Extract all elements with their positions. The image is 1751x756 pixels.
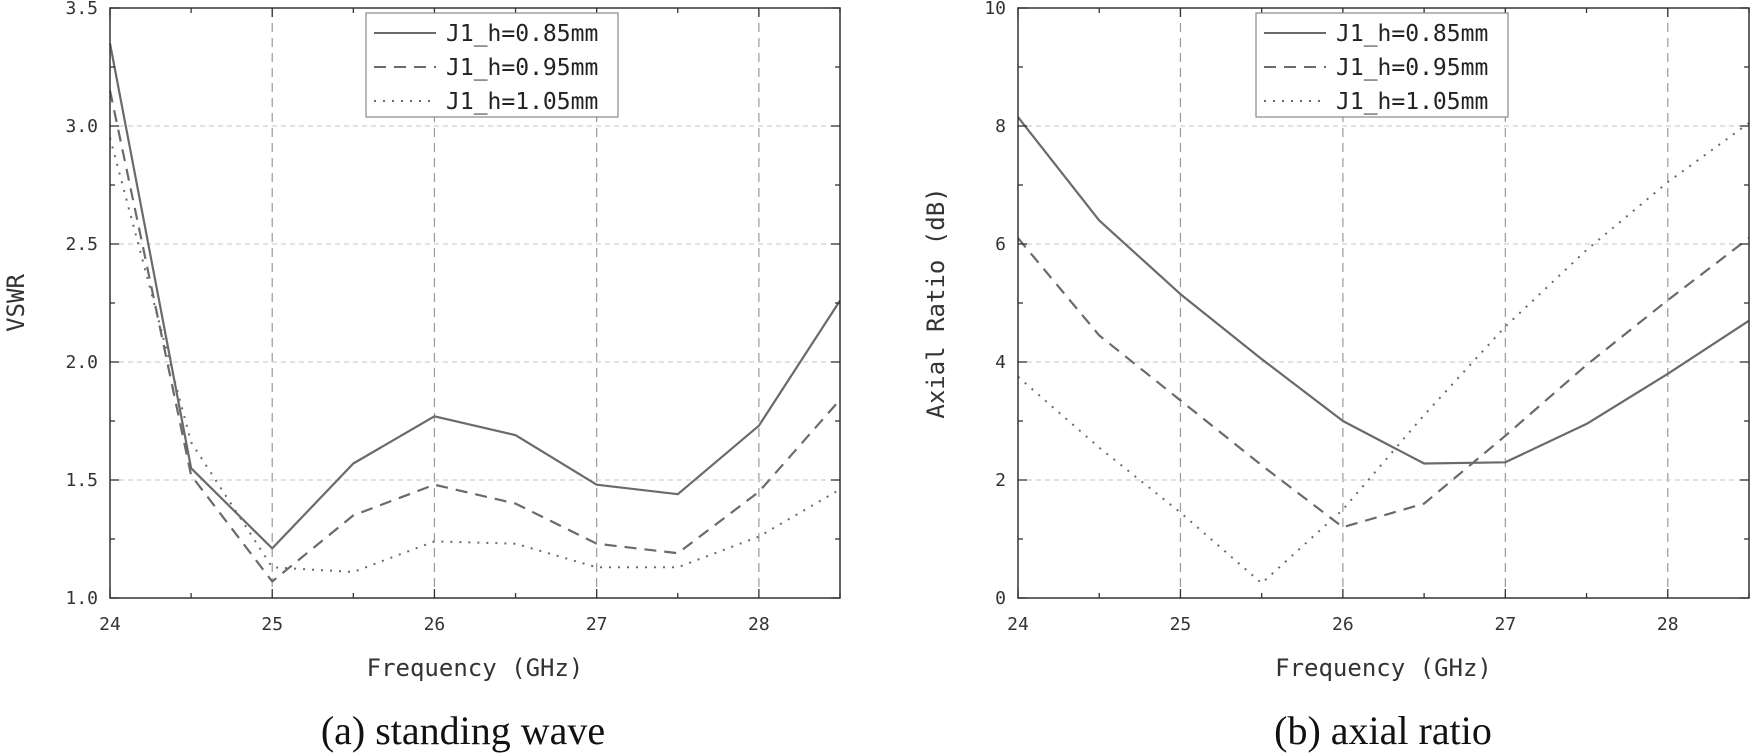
legend: J1_h=0.85mm J1_h=0.95mm J1_h=1.05mm (1255, 12, 1509, 118)
figure-caption: (b) axial ratio (1274, 708, 1492, 753)
y-tick-label: 0 (995, 588, 1006, 609)
x-tick-label: 24 (99, 614, 121, 635)
figure-caption: (a) standing wave (321, 708, 605, 753)
series-line-1 (108, 43, 841, 550)
x-tick-label: 27 (586, 614, 608, 635)
y-tick-label: 2.5 (65, 234, 98, 255)
legend-label-2: J1_h=0.95mm (1336, 55, 1488, 81)
y-tick-label: 3.5 (65, 0, 98, 19)
legend-label-3: J1_h=1.05mm (446, 89, 598, 115)
legend-label-2: J1_h=0.95mm (446, 55, 598, 81)
y-tick-label: 4 (995, 352, 1006, 373)
legend: J1_h=0.85mm J1_h=0.95mm J1_h=1.05mm (365, 12, 619, 118)
series-line-2 (1017, 237, 1750, 529)
series-line-2 (108, 90, 841, 583)
y-tick-label: 2 (995, 470, 1006, 491)
y-tick-label: 1.0 (65, 588, 98, 609)
x-tick-label: 26 (424, 614, 446, 635)
legend-box (365, 12, 619, 118)
y-axis-label: Axial Ratio (dB) (922, 187, 950, 418)
x-tick-label: 27 (1494, 614, 1516, 635)
x-tick-label: 26 (1332, 614, 1354, 635)
series-line-3 (109, 137, 841, 573)
x-tick-label: 28 (1657, 614, 1679, 635)
chart-panel-1: 24 25 26 27 28 1.0 1.5 2.0 2.5 3.0 3.5 Frequency (G… (2, 0, 841, 753)
x-tick-label: 25 (1170, 614, 1192, 635)
series-line-1 (1017, 116, 1750, 465)
series-line-3 (1017, 122, 1750, 585)
y-tick-label: 8 (995, 116, 1006, 137)
x-axis-label: Frequency (GHz) (1275, 654, 1492, 682)
y-tick-label: 2.0 (65, 352, 98, 373)
y-tick-label: 6 (995, 234, 1006, 255)
x-tick-label: 25 (261, 614, 283, 635)
legend-label-3: J1_h=1.05mm (1336, 89, 1488, 115)
legend-box (1255, 12, 1509, 118)
y-tick-label: 1.5 (65, 470, 98, 491)
y-tick-label: 10 (984, 0, 1006, 19)
x-tick-label: 28 (748, 614, 770, 635)
x-tick-label: 24 (1007, 614, 1029, 635)
legend-label-1: J1_h=0.85mm (1336, 21, 1488, 47)
x-axis-label: Frequency (GHz) (367, 654, 584, 682)
legend-label-1: J1_h=0.85mm (446, 21, 598, 47)
y-tick-label: 3.0 (65, 116, 98, 137)
y-axis-label: VSWR (2, 274, 30, 332)
